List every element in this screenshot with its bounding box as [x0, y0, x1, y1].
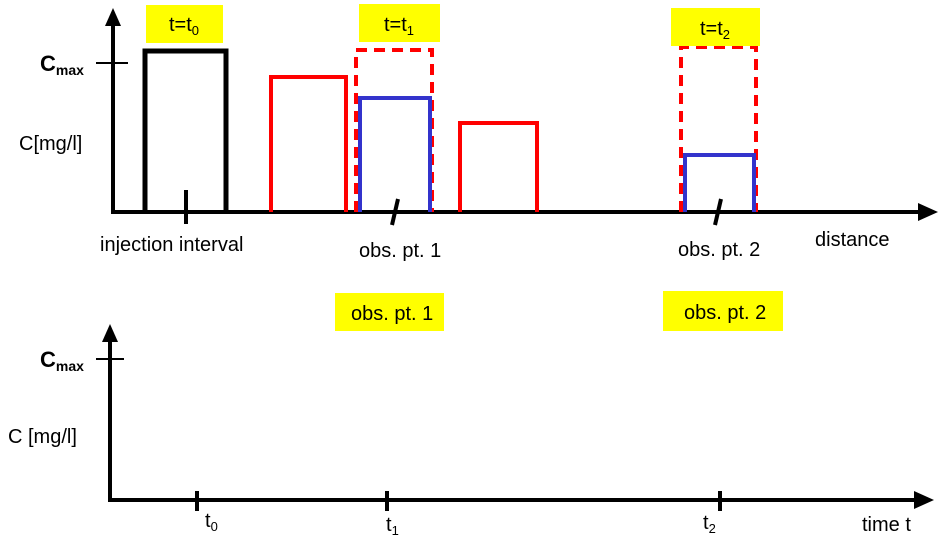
time-label-t1: t1	[386, 514, 399, 535]
pulse-red-2	[458, 121, 539, 212]
injection-interval-label: injection interval	[100, 234, 243, 256]
distance-axis-label: distance	[815, 229, 890, 251]
obs2-tick	[713, 198, 723, 226]
time-tag-t1-text: t=t1	[384, 14, 414, 38]
pulse-red-1	[269, 75, 348, 212]
bottom-cmax-label: Cmax	[40, 347, 84, 374]
time-tag-t2: t=t2	[671, 8, 760, 46]
bottom-panel: obs. pt. 1 obs. pt. 2 Cmax C [mg/l] t0 t…	[8, 291, 934, 535]
time-axis-label: time t	[862, 514, 911, 535]
top-axes	[96, 8, 938, 221]
pulse-envelope-obs2	[679, 45, 758, 212]
top-cmax-label: Cmax	[40, 51, 84, 78]
time-tag-t2-text: t=t2	[700, 18, 730, 42]
initial-pulse-t0	[142, 48, 229, 212]
obs-tag-1-text: obs. pt. 1	[351, 303, 433, 325]
obs1-label: obs. pt. 1	[359, 240, 441, 262]
time-tag-t1-background	[359, 4, 440, 42]
top-y-axis-arrowhead	[105, 8, 121, 26]
obs2-label: obs. pt. 2	[678, 239, 760, 261]
obs1-tick	[390, 198, 400, 226]
bottom-x-axis-arrowhead	[914, 491, 934, 509]
time-tag-t0: t=t0	[146, 5, 223, 43]
time-label-t0: t0	[205, 510, 218, 534]
bottom-y-axis-label: C [mg/l]	[8, 426, 77, 448]
pulse-blue-obs2	[683, 153, 756, 212]
time-label-t2: t2	[703, 512, 716, 535]
time-tag-t0-text: t=t0	[169, 14, 199, 38]
obs-tag-1: obs. pt. 1	[335, 293, 444, 331]
obs-tag-2-text: obs. pt. 2	[684, 302, 766, 324]
time-tag-t0-background	[146, 5, 223, 43]
top-panel: Cmax C[mg/l] t=t0 t=t1	[19, 4, 938, 262]
obs-tag-2-background	[663, 291, 783, 331]
obs-tag-1-background	[335, 293, 444, 331]
time-tag-t2-background	[671, 8, 760, 46]
pulse-blue-obs1	[358, 96, 432, 212]
bottom-y-axis-arrowhead	[102, 324, 118, 342]
time-tag-t1: t=t1	[359, 4, 440, 42]
bottom-axes	[96, 324, 934, 511]
obs-tag-2: obs. pt. 2	[663, 291, 783, 331]
pulse-envelope-obs1	[354, 48, 434, 212]
top-x-axis-arrowhead	[918, 203, 938, 221]
top-y-axis-label: C[mg/l]	[19, 133, 82, 155]
